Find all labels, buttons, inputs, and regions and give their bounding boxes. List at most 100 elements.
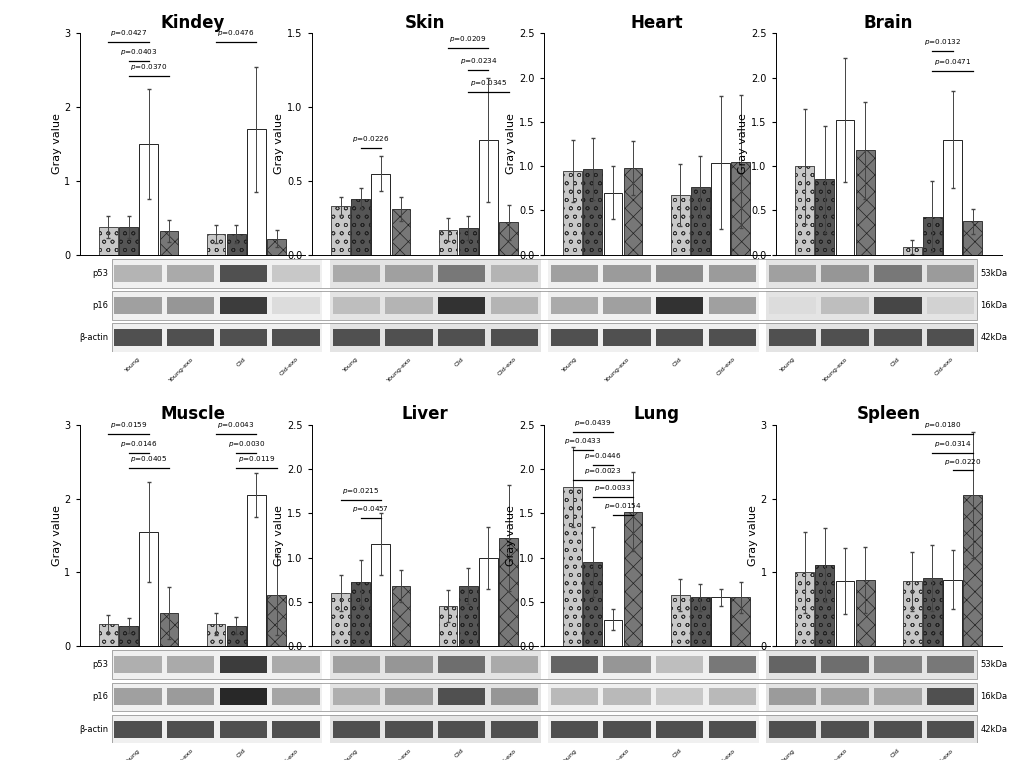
Text: $\it{p}$=0.0146: $\it{p}$=0.0146 bbox=[120, 439, 157, 449]
Bar bbox=[329, 259, 540, 287]
Text: p16: p16 bbox=[92, 692, 108, 701]
Bar bbox=[731, 162, 749, 255]
Text: Old-exo: Old-exo bbox=[932, 356, 953, 377]
Bar bbox=[226, 234, 246, 255]
Bar bbox=[550, 329, 597, 347]
Text: $\it{p}$=0.0403: $\it{p}$=0.0403 bbox=[120, 47, 157, 58]
Bar bbox=[671, 195, 689, 255]
Bar bbox=[437, 264, 485, 282]
Text: $\it{p}$=0.0220: $\it{p}$=0.0220 bbox=[943, 457, 980, 467]
Y-axis label: Gray value: Gray value bbox=[274, 113, 284, 175]
Title: Muscle: Muscle bbox=[160, 405, 225, 423]
Bar bbox=[438, 606, 458, 646]
Bar bbox=[329, 651, 540, 679]
Bar bbox=[371, 544, 390, 646]
Bar bbox=[371, 173, 390, 255]
Bar bbox=[332, 329, 379, 347]
Bar bbox=[459, 228, 477, 255]
Text: Old: Old bbox=[890, 356, 901, 368]
Bar bbox=[167, 689, 214, 705]
Y-axis label: Gray value: Gray value bbox=[505, 505, 516, 566]
Bar bbox=[112, 259, 322, 287]
Bar bbox=[498, 223, 518, 255]
Bar bbox=[547, 682, 758, 711]
Bar bbox=[267, 594, 285, 646]
Bar bbox=[247, 129, 266, 255]
Bar bbox=[765, 682, 976, 711]
Text: 53kDa: 53kDa bbox=[979, 269, 1007, 278]
Bar bbox=[550, 264, 597, 282]
Y-axis label: Gray value: Gray value bbox=[51, 505, 61, 566]
Bar bbox=[329, 291, 540, 320]
Bar bbox=[99, 226, 118, 255]
Text: 42kDa: 42kDa bbox=[979, 724, 1007, 733]
Bar bbox=[226, 625, 246, 646]
Text: $\it{p}$=0.0033: $\it{p}$=0.0033 bbox=[594, 483, 631, 493]
Text: $\it{p}$=0.0427: $\it{p}$=0.0427 bbox=[110, 28, 147, 38]
Bar bbox=[547, 259, 758, 287]
Text: $\it{p}$=0.0159: $\it{p}$=0.0159 bbox=[110, 420, 147, 429]
Bar bbox=[207, 624, 225, 646]
Text: $\it{p}$=0.0405: $\it{p}$=0.0405 bbox=[130, 454, 167, 464]
Text: Young-exo: Young-exo bbox=[386, 748, 412, 760]
Text: $\it{p}$=0.0370: $\it{p}$=0.0370 bbox=[129, 62, 167, 72]
Bar bbox=[873, 297, 920, 314]
Bar bbox=[768, 297, 815, 314]
Bar bbox=[332, 656, 379, 673]
Title: Lung: Lung bbox=[633, 405, 679, 423]
Bar bbox=[710, 163, 730, 255]
Text: Old: Old bbox=[453, 356, 465, 368]
Title: Kindey: Kindey bbox=[160, 14, 224, 32]
Bar bbox=[708, 329, 755, 347]
Text: Young-exo: Young-exo bbox=[603, 356, 630, 383]
Bar bbox=[167, 720, 214, 738]
Bar bbox=[112, 291, 976, 320]
Bar bbox=[926, 720, 973, 738]
Bar bbox=[114, 656, 162, 673]
Bar bbox=[603, 689, 650, 705]
Bar bbox=[855, 580, 873, 646]
Bar bbox=[765, 291, 976, 320]
Bar bbox=[114, 264, 162, 282]
Bar bbox=[329, 715, 540, 743]
Text: Young-exo: Young-exo bbox=[168, 748, 195, 760]
Title: Brain: Brain bbox=[863, 14, 912, 32]
Bar bbox=[926, 329, 973, 347]
Bar bbox=[437, 720, 485, 738]
Bar bbox=[708, 656, 755, 673]
Text: 53kDa: 53kDa bbox=[979, 660, 1007, 670]
Text: Old-exo: Old-exo bbox=[279, 748, 300, 760]
Bar bbox=[708, 264, 755, 282]
Bar bbox=[385, 689, 432, 705]
Bar bbox=[112, 682, 976, 711]
Bar bbox=[962, 495, 981, 646]
Text: $\it{p}$=0.0345: $\it{p}$=0.0345 bbox=[470, 78, 506, 88]
Y-axis label: Gray value: Gray value bbox=[51, 113, 61, 175]
Text: Young: Young bbox=[124, 748, 142, 760]
Bar bbox=[562, 171, 582, 255]
Bar bbox=[873, 720, 920, 738]
Text: Young-exo: Young-exo bbox=[821, 356, 848, 383]
Bar bbox=[731, 597, 749, 646]
Bar bbox=[272, 264, 320, 282]
Bar bbox=[114, 720, 162, 738]
Bar bbox=[926, 297, 973, 314]
Bar bbox=[671, 595, 689, 646]
Bar bbox=[835, 581, 854, 646]
Text: Young: Young bbox=[342, 748, 360, 760]
Bar bbox=[562, 486, 582, 646]
Bar bbox=[926, 656, 973, 673]
Text: β-actin: β-actin bbox=[78, 724, 108, 733]
Bar bbox=[655, 689, 703, 705]
Bar bbox=[112, 715, 322, 743]
Bar bbox=[332, 689, 379, 705]
Text: Old-exo: Old-exo bbox=[932, 748, 953, 760]
Bar bbox=[459, 586, 477, 646]
Text: $\it{p}$=0.0119: $\it{p}$=0.0119 bbox=[237, 454, 275, 464]
Text: Old: Old bbox=[235, 748, 247, 759]
Text: 42kDa: 42kDa bbox=[979, 333, 1007, 342]
Bar bbox=[332, 264, 379, 282]
Text: β-actin: β-actin bbox=[78, 333, 108, 342]
Bar bbox=[655, 656, 703, 673]
Text: Young-exo: Young-exo bbox=[386, 356, 412, 383]
